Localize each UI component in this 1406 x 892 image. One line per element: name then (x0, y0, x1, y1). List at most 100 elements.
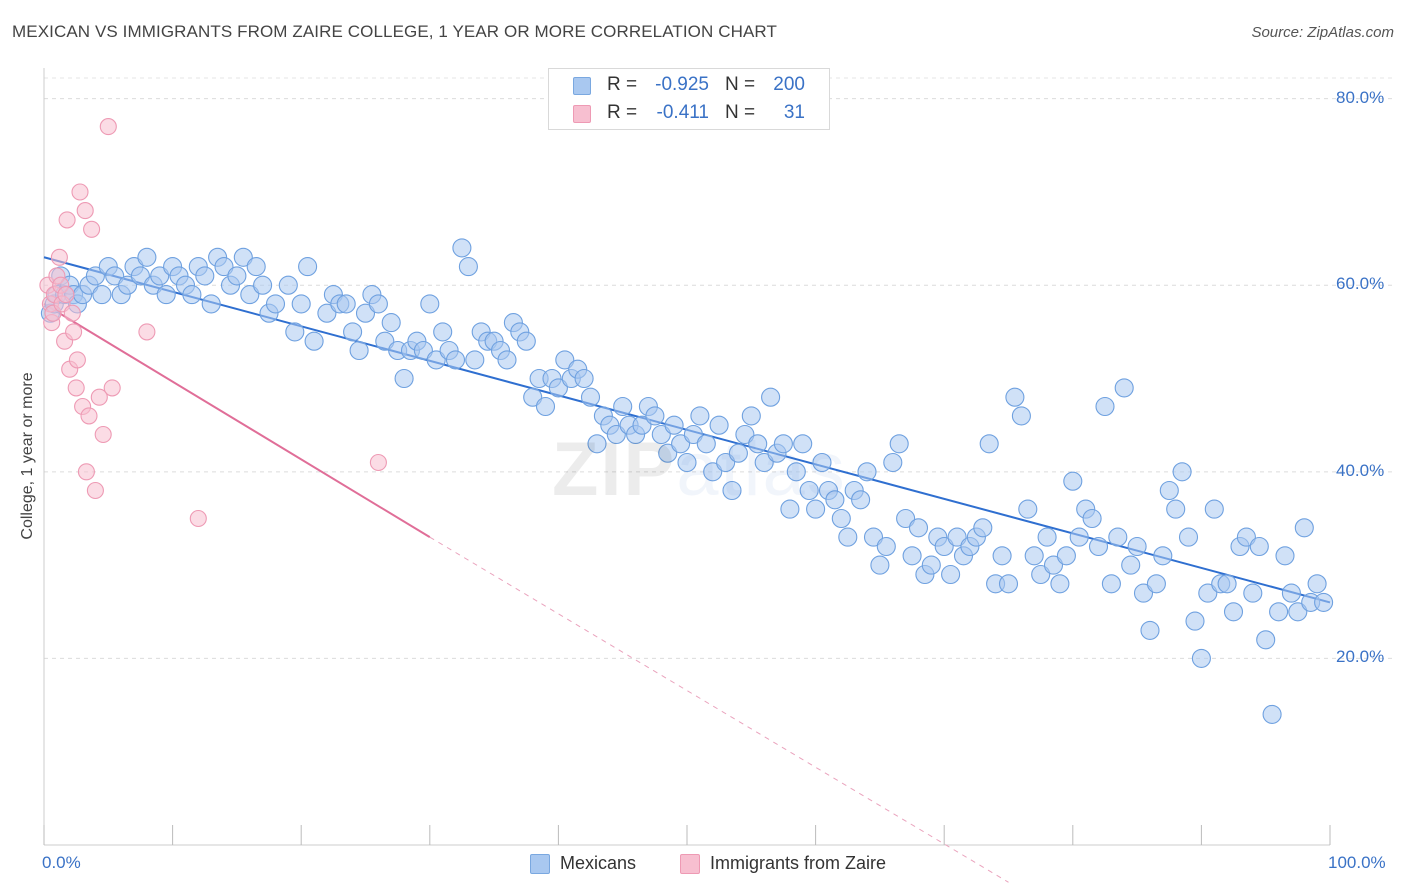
point-mexicans-80 (548, 378, 568, 398)
point-mexicans-178 (1178, 527, 1199, 547)
point-mexicans-65 (452, 238, 472, 258)
point-mexicans-180 (1191, 648, 1211, 668)
point-zaire-16 (68, 351, 86, 369)
point-mexicans-146 (973, 518, 993, 538)
point-mexicans-170 (1127, 536, 1147, 557)
legend-r-value: -0.411 (656, 102, 709, 123)
data-points (39, 118, 1334, 724)
point-mexicans-164 (1088, 536, 1109, 557)
point-mexicans-89 (606, 424, 626, 445)
point-mexicans-160 (1063, 471, 1083, 491)
point-mexicans-11 (92, 285, 112, 305)
point-mexicans-33 (233, 247, 253, 267)
point-zaire-11 (58, 211, 76, 229)
point-mexicans-173 (1146, 574, 1166, 594)
series-swatch-zaire (680, 854, 700, 874)
legend-row-mexicans: R = -0.925 N = 200 (549, 73, 829, 99)
point-mexicans-156 (1037, 527, 1057, 547)
point-mexicans-81 (555, 350, 575, 370)
point-zaire-17 (71, 183, 89, 201)
point-mexicans-179 (1185, 611, 1205, 631)
series-label-mexicans: Mexicans (560, 853, 637, 873)
point-mexicans-39 (278, 275, 298, 295)
point-mexicans-42 (298, 257, 318, 277)
point-mexicans-135 (902, 546, 922, 566)
point-mexicans-136 (908, 518, 929, 538)
legend-swatch-mexicans (573, 77, 591, 95)
point-mexicans-21 (156, 285, 176, 305)
axes (43, 68, 1331, 846)
point-mexicans-190 (1256, 630, 1276, 650)
point-mexicans-119 (799, 480, 819, 501)
point-mexicans-59 (413, 340, 433, 361)
point-zaire-25 (94, 425, 112, 444)
point-mexicans-138 (921, 555, 941, 575)
y-tick-label: 40.0% (1336, 460, 1385, 480)
legend-r-label: R = (607, 74, 638, 95)
trend-line-zaire-extension (429, 536, 1009, 883)
y-axis-label: College, 1 year or more (19, 372, 36, 540)
y-tick-label: 80.0% (1336, 87, 1385, 107)
point-mexicans-188 (1243, 583, 1263, 603)
point-mexicans-155 (1031, 564, 1051, 585)
point-zaire-22 (83, 220, 101, 238)
point-mexicans-191 (1262, 704, 1282, 724)
point-mexicans-175 (1159, 480, 1179, 501)
point-zaire-15 (67, 379, 85, 397)
point-mexicans-78 (535, 396, 556, 417)
point-mexicans-199 (1314, 592, 1334, 612)
point-mexicans-132 (883, 452, 903, 473)
watermark: ZIPatlas (552, 427, 847, 512)
point-mexicans-30 (214, 257, 234, 277)
point-mexicans-41 (291, 294, 311, 314)
point-mexicans-44 (317, 303, 337, 323)
point-mexicans-198 (1307, 574, 1327, 594)
point-mexicans-47 (336, 294, 356, 314)
point-mexicans-90 (613, 396, 633, 417)
point-mexicans-151 (1005, 387, 1025, 407)
point-mexicans-50 (355, 303, 376, 323)
point-mexicans-20 (150, 266, 170, 286)
point-mexicans-161 (1069, 527, 1089, 547)
point-mexicans-62 (433, 322, 453, 342)
point-mexicans-113 (761, 387, 781, 407)
point-mexicans-195 (1288, 602, 1308, 622)
series-swatch-mexicans (530, 854, 550, 874)
point-zaire-28 (138, 323, 156, 341)
point-mexicans-181 (1198, 583, 1218, 603)
point-mexicans-49 (349, 340, 369, 361)
point-mexicans-112 (754, 452, 774, 473)
legend-swatch-zaire (573, 105, 591, 123)
point-mexicans-18 (137, 247, 157, 267)
point-mexicans-56 (394, 368, 414, 389)
point-zaire-24 (90, 388, 108, 406)
point-mexicans-128 (857, 462, 877, 482)
point-mexicans-25 (182, 285, 202, 305)
point-mexicans-182 (1204, 499, 1224, 519)
point-mexicans-96 (651, 424, 671, 445)
point-mexicans-150 (998, 574, 1019, 594)
point-mexicans-85 (580, 387, 601, 407)
point-zaire-21 (80, 407, 98, 425)
point-mexicans-171 (1133, 583, 1154, 603)
point-mexicans-133 (889, 434, 909, 454)
point-mexicans-117 (786, 462, 806, 482)
point-mexicans-187 (1236, 527, 1256, 547)
legend-row-zaire: R = -0.411 N = 31 (549, 101, 829, 127)
point-mexicans-111 (748, 434, 768, 454)
point-mexicans-165 (1095, 396, 1115, 417)
point-mexicans-124 (831, 508, 851, 529)
point-mexicans-84 (574, 368, 594, 389)
gridlines (44, 77, 1392, 659)
point-mexicans-118 (793, 434, 813, 454)
point-mexicans-99 (671, 434, 691, 454)
point-mexicans-149 (992, 546, 1012, 566)
chart-title: MEXICAN VS IMMIGRANTS FROM ZAIRE COLLEGE… (12, 22, 777, 41)
point-mexicans-108 (728, 443, 748, 463)
point-mexicans-54 (381, 313, 401, 333)
point-mexicans-123 (825, 490, 845, 510)
point-mexicans-177 (1172, 462, 1192, 482)
trend-line-zaire (43, 303, 431, 538)
point-mexicans-28 (201, 294, 221, 314)
point-mexicans-153 (1018, 499, 1038, 519)
